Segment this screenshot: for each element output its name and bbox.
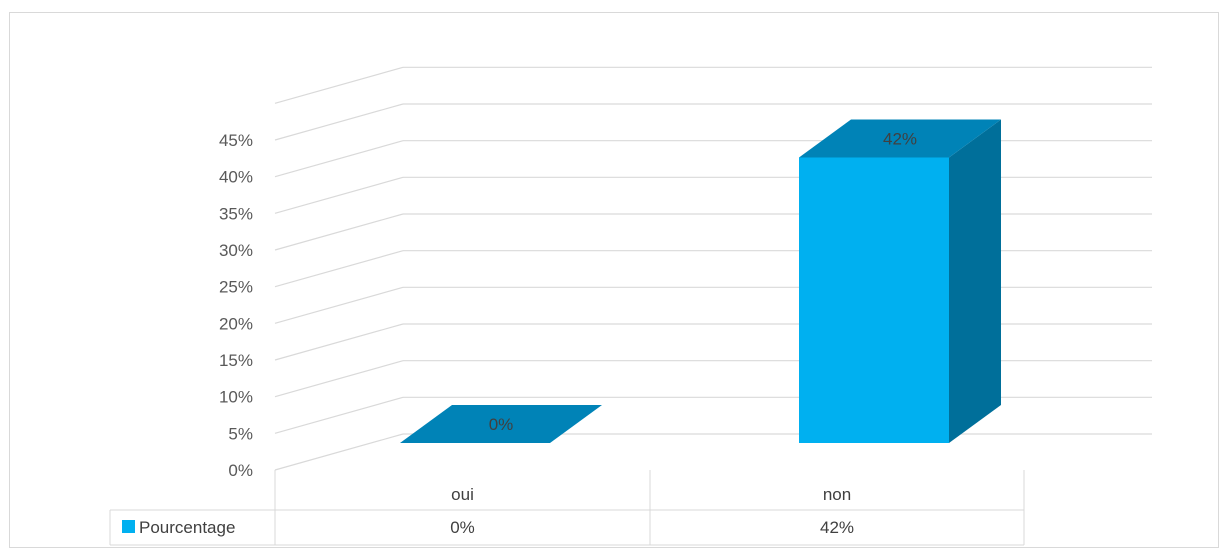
data-labels: 0% 42%: [489, 129, 917, 434]
bar-side: [949, 119, 1001, 443]
y-tick-label: 15%: [219, 351, 253, 370]
category-label: non: [823, 485, 851, 504]
gridline-side: [274, 213, 404, 251]
category-label: oui: [451, 485, 474, 504]
y-tick-label: 45%: [219, 131, 253, 150]
data-label: 0%: [489, 415, 514, 434]
chart-frame: [9, 12, 1219, 548]
gridline-side: [274, 66, 404, 104]
bar-non: [799, 119, 1001, 443]
gridline-side: [274, 433, 404, 471]
bar-oui: [400, 405, 602, 443]
y-tick-label: 30%: [219, 241, 253, 260]
gridline-side: [274, 286, 404, 324]
legend-swatch: [122, 520, 135, 533]
y-tick-label: 40%: [219, 168, 253, 187]
gridline-side: [274, 250, 404, 288]
data-label: 42%: [883, 129, 917, 148]
gridline-side: [274, 360, 404, 398]
data-table: oui non Pourcentage 0% 42%: [109, 470, 1025, 546]
gridline-side: [274, 103, 404, 141]
table-row-label: Pourcentage: [139, 518, 235, 537]
bar-front: [799, 157, 949, 443]
y-tick-label: 20%: [219, 314, 253, 333]
gridlines: [274, 66, 1152, 471]
y-tick-label: 5%: [228, 424, 253, 443]
y-tick-label: 10%: [219, 388, 253, 407]
table-cell: 0%: [450, 518, 475, 537]
gridline-side: [274, 396, 404, 434]
bars: [400, 119, 1001, 443]
y-axis-tick-labels: 0% 5% 10% 15% 20% 25% 30% 35% 40% 45%: [219, 131, 253, 480]
bar-top: [400, 405, 602, 443]
bar-top: [799, 119, 1001, 158]
gridline-side: [274, 140, 404, 178]
gridline-side: [274, 323, 404, 361]
y-tick-label: 25%: [219, 278, 253, 297]
y-tick-label: 35%: [219, 204, 253, 223]
y-tick-label: 0%: [228, 461, 253, 480]
gridline-side: [274, 176, 404, 214]
table-cell: 42%: [820, 518, 854, 537]
